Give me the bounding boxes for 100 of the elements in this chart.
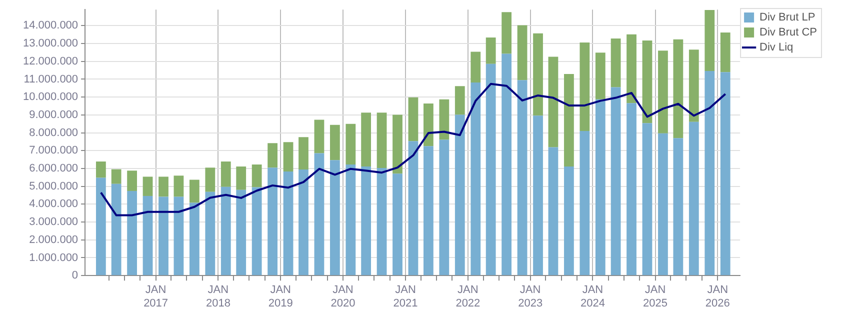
bar: [610, 38, 621, 88]
bar: [158, 176, 168, 197]
y-tick-label: 11.000.000: [24, 73, 78, 86]
bar: [111, 169, 122, 184]
bar: [517, 25, 528, 80]
bar: [346, 124, 356, 165]
bar: [454, 86, 465, 115]
y-tick-label: 5.000.000: [29, 180, 78, 192]
bar: [346, 164, 356, 276]
bar: [392, 174, 402, 276]
bar: [704, 10, 715, 72]
bar: [424, 146, 434, 276]
bar: [470, 52, 481, 82]
bar: [205, 192, 216, 276]
y-tick-label: 8.000.000: [29, 126, 78, 139]
x-tick-label: JAN 2020: [330, 284, 356, 310]
bar: [252, 164, 262, 188]
bar: [314, 120, 324, 154]
x-tick-label: JAN 2018: [206, 284, 230, 310]
bar: [673, 39, 684, 138]
bar: [564, 74, 574, 167]
bar: [96, 162, 106, 178]
bar: [626, 103, 636, 276]
bar: [314, 153, 324, 276]
bar: [298, 170, 308, 276]
y-tick-label: 10.000.000: [22, 91, 78, 104]
bar: [408, 97, 418, 142]
bar: [688, 122, 699, 276]
bar: [330, 124, 340, 160]
bar: [220, 186, 231, 276]
y-tick-label: 1.000.000: [29, 252, 78, 264]
x-tick-label: JAN 2023: [518, 284, 543, 310]
bar: [376, 112, 387, 168]
bar: [252, 187, 262, 276]
bar: [658, 50, 668, 134]
bar: [283, 172, 294, 276]
bar: [642, 40, 652, 124]
bar: [111, 184, 122, 276]
bar: [548, 147, 558, 276]
bar: [236, 190, 246, 276]
y-tick-label: 12.000.000: [22, 55, 78, 68]
bar: [595, 99, 606, 276]
bar: [610, 87, 621, 276]
bar: [720, 32, 730, 72]
bar: [595, 52, 606, 100]
bar: [174, 196, 184, 276]
y-tick-label: 4.000.000: [29, 198, 78, 210]
bar: [142, 176, 153, 196]
bar: [127, 170, 137, 191]
x-tick-label: JAN 2017: [144, 284, 168, 310]
bar: [174, 176, 184, 197]
bar: [454, 114, 465, 276]
bar: [548, 56, 558, 148]
bar: [392, 114, 402, 174]
bar: [517, 80, 528, 276]
bar: [127, 190, 137, 276]
bar: [580, 42, 590, 131]
bar: [96, 178, 106, 276]
bar: [361, 112, 371, 167]
bar: [564, 166, 574, 276]
bar: [424, 104, 434, 146]
bar: [236, 166, 246, 190]
y-tick-label: 6.000.000: [29, 162, 78, 175]
bar: [142, 196, 153, 276]
bar: [376, 168, 387, 276]
y-tick-label: 0: [72, 270, 78, 282]
x-tick-label: JAN 2024: [580, 284, 605, 310]
x-tick-label: JAN 2019: [268, 284, 293, 310]
bar: [502, 12, 512, 54]
bar: [298, 137, 308, 170]
bar: [626, 34, 636, 104]
bar: [158, 196, 168, 276]
bar: [502, 54, 512, 276]
bar: [220, 162, 231, 187]
bar: [205, 168, 216, 192]
legend-label: Div Liq: [760, 42, 794, 54]
bar: [673, 138, 684, 276]
legend-label: Div Brut LP: [760, 12, 816, 24]
bar: [330, 160, 340, 276]
bar: [361, 166, 371, 276]
bar: [486, 37, 496, 64]
bar: [580, 130, 590, 276]
x-tick-label: JAN 2021: [393, 284, 418, 310]
bar: [486, 64, 496, 276]
y-tick-label: 9.000.000: [29, 108, 78, 121]
bar: [268, 143, 278, 168]
bar: [533, 116, 543, 276]
bar: [408, 141, 418, 276]
y-tick-label: 13.000.000: [22, 38, 78, 50]
bar: [533, 33, 543, 116]
bar: [688, 50, 699, 122]
y-tick-label: 14.000.000: [22, 20, 78, 32]
x-tick-label: JAN 2025: [643, 284, 668, 310]
bar: [439, 99, 450, 140]
y-tick-label: 3.000.000: [29, 216, 78, 228]
bar: [283, 142, 294, 172]
bar: [189, 202, 200, 276]
bar: [439, 140, 450, 276]
x-tick-label: JAN 2026: [705, 284, 730, 310]
bar: [470, 82, 481, 276]
